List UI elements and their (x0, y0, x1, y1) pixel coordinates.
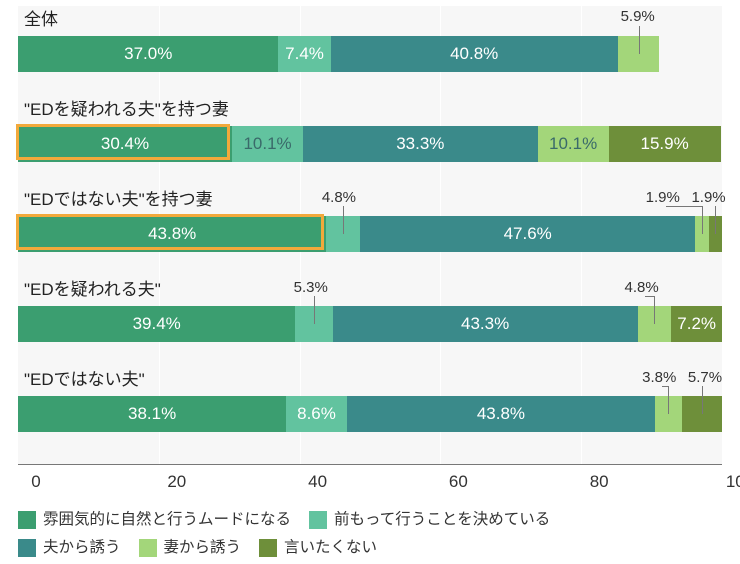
bar-segment: 43.3% (333, 306, 638, 342)
bar-row: "EDではない夫"を持つ妻 43.8% 47.6% 4.8% 1.9% 1.9% (18, 186, 722, 252)
bar-segment: 43.8% (347, 396, 655, 432)
callout-leader (668, 386, 669, 414)
bar-segment: 47.6% (360, 216, 695, 252)
legend-label: 言いたくない (284, 536, 377, 559)
row-label: "EDではない夫"を持つ妻 (18, 186, 722, 216)
legend: 雰囲気的に自然と行うムードになる 前もって行うことを決めている夫から誘う 妻から誘う… (18, 508, 722, 564)
callout-leader (654, 296, 655, 324)
bar-row: "EDではない夫" 38.1% 8.6% 43.8% 3.8% 5.7% (18, 366, 722, 432)
bar-segment: 7.4% (278, 36, 330, 72)
x-tick-label: 20 (167, 472, 186, 492)
segment-value: 10.1% (243, 134, 291, 154)
x-tick-label: 100 (726, 472, 740, 492)
segment-value: 7.2% (677, 314, 716, 334)
callout-leader (715, 206, 716, 234)
callout-label: 3.8% (642, 369, 676, 386)
bar-row: 全体 37.0% 7.4% 40.8% 5.9% (18, 6, 722, 72)
callout-label: 5.7% (688, 369, 722, 386)
segment-value: 37.0% (124, 44, 172, 64)
segment-value: 38.1% (128, 404, 176, 424)
bar-segment: 37.0% (18, 36, 278, 72)
plot-area: 全体 37.0% 7.4% 40.8% 5.9% "EDを疑われる夫"を持つ妻 30.4% 1… (18, 6, 722, 464)
callout-label: 5.3% (294, 279, 328, 296)
segment-value: 40.8% (450, 44, 498, 64)
callout-leader (343, 206, 344, 234)
callout-leader (662, 386, 668, 387)
legend-label: 雰囲気的に自然と行うムードになる (43, 508, 291, 531)
legend-item: 前もって行うことを決めている (309, 508, 550, 531)
legend-swatch (18, 511, 36, 529)
bar-track: 37.0% 7.4% 40.8% (18, 36, 722, 72)
row-label: "EDではない夫" (18, 366, 722, 396)
bar-track: 38.1% 8.6% 43.8% (18, 396, 722, 432)
bar-segment: 7.2% (671, 306, 722, 342)
gridline (722, 6, 723, 464)
bar-segment: 10.1% (538, 126, 609, 162)
x-tick-label: 0 (31, 472, 40, 492)
bar-segment: 30.4% (18, 126, 232, 162)
row-label: "EDを疑われる夫"を持つ妻 (18, 96, 722, 126)
segment-value: 39.4% (133, 314, 181, 334)
callout-leader (702, 386, 703, 414)
row-label: 全体 (18, 6, 722, 36)
x-axis-line (18, 464, 722, 465)
bar-segment: 15.9% (609, 126, 721, 162)
legend-swatch (259, 539, 277, 557)
segment-value: 30.4% (101, 134, 149, 154)
segment-value: 43.8% (477, 404, 525, 424)
bar-segment: 10.1% (232, 126, 303, 162)
callout-label: 1.9% (691, 189, 725, 206)
bar-track: 43.8% 47.6% (18, 216, 722, 252)
segment-value: 15.9% (640, 134, 688, 154)
x-tick-label: 40 (308, 472, 327, 492)
bar-segment: 39.4% (18, 306, 295, 342)
legend-label: 前もって行うことを決めている (334, 508, 550, 531)
x-tick-label: 60 (449, 472, 468, 492)
legend-swatch (18, 539, 36, 557)
segment-value: 10.1% (549, 134, 597, 154)
bar-segment: 38.1% (18, 396, 286, 432)
callout-label: 1.9% (646, 189, 680, 206)
bar-segment: 8.6% (286, 396, 347, 432)
legend-item: 雰囲気的に自然と行うムードになる (18, 508, 291, 531)
segment-value: 33.3% (396, 134, 444, 154)
legend-label: 夫から誘う (43, 536, 121, 559)
segment-value: 7.4% (285, 44, 324, 64)
bar-segment: 43.8% (18, 216, 326, 252)
legend-item: 夫から誘う (18, 536, 121, 559)
legend-label: 妻から誘う (164, 536, 242, 559)
legend-item: 妻から誘う (139, 536, 242, 559)
x-tick-label: 80 (590, 472, 609, 492)
callout-label: 4.8% (322, 189, 356, 206)
legend-item: 言いたくない (259, 536, 377, 559)
segment-value: 47.6% (504, 224, 552, 244)
segment-value: 43.3% (461, 314, 509, 334)
callout-leader (645, 296, 655, 297)
bar-segment: 40.8% (331, 36, 618, 72)
legend-swatch (309, 511, 327, 529)
stacked-bar-chart: 全体 37.0% 7.4% 40.8% 5.9% "EDを疑われる夫"を持つ妻 30.4% 1… (18, 6, 722, 556)
legend-swatch (139, 539, 157, 557)
bar-row: "EDを疑われる夫" 39.4% 43.3% 7.2% 5.3% 4.8% (18, 276, 722, 342)
bar-track: 39.4% 43.3% 7.2% (18, 306, 722, 342)
bar-row: "EDを疑われる夫"を持つ妻 30.4% 10.1% 33.3% 10.1% 15.9% (18, 96, 722, 162)
callout-leader (314, 296, 315, 324)
row-label: "EDを疑われる夫" (18, 276, 722, 306)
bar-segment: 33.3% (303, 126, 537, 162)
segment-value: 43.8% (148, 224, 196, 244)
callout-leader (702, 206, 703, 234)
callout-label: 4.8% (625, 279, 659, 296)
callout-label: 5.9% (621, 8, 655, 25)
callout-leader (666, 206, 702, 207)
bar-track: 30.4% 10.1% 33.3% 10.1% 15.9% (18, 126, 722, 162)
segment-value: 8.6% (297, 404, 336, 424)
callout-leader (639, 26, 640, 54)
